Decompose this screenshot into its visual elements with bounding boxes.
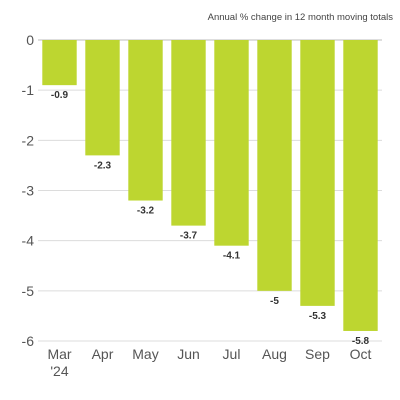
chart-subtitle: Annual % change in 12 month moving total…: [208, 12, 394, 23]
x-tick-label: Jul: [223, 346, 241, 362]
bar: [343, 40, 378, 331]
x-tick-year-label: '24: [50, 363, 68, 379]
bar: [257, 40, 292, 291]
bars: [42, 40, 378, 331]
bar: [300, 40, 335, 306]
data-label: -4.1: [223, 251, 241, 262]
data-label: -3.2: [137, 206, 155, 217]
data-label: -0.9: [51, 90, 69, 101]
y-tick-label: -2: [22, 132, 35, 148]
data-label: -2.3: [94, 160, 112, 171]
x-axis-ticks: Mar Apr May Jun Jul Aug Sep Oct '24: [47, 346, 371, 379]
bar: [128, 40, 163, 201]
data-label: -5.8: [352, 336, 370, 347]
data-label: -5: [270, 296, 279, 307]
x-tick-label: Apr: [92, 346, 114, 362]
x-tick-label: Mar: [47, 346, 71, 362]
bar: [171, 40, 206, 226]
y-tick-label: -4: [22, 233, 35, 249]
y-axis-ticks: 0 -1 -2 -3 -4 -5 -6: [22, 32, 35, 349]
x-tick-label: Sep: [305, 346, 330, 362]
x-tick-label: Oct: [350, 346, 372, 362]
y-tick-label: -6: [22, 333, 35, 349]
y-tick-label: -5: [22, 283, 35, 299]
bar: [42, 40, 77, 86]
x-tick-label: May: [132, 346, 158, 362]
x-tick-label: Aug: [262, 346, 287, 362]
data-label: -3.7: [180, 231, 198, 242]
y-tick-label: 0: [26, 32, 34, 48]
x-tick-label: Jun: [177, 346, 200, 362]
y-tick-label: -3: [22, 183, 35, 199]
bar: [85, 40, 120, 156]
y-tick-label: -1: [22, 82, 35, 98]
bar: [214, 40, 249, 246]
data-labels: -0.9 -2.3 -3.2 -3.7 -4.1 -5 -5.3 -5.8: [51, 90, 370, 347]
data-label: -5.3: [309, 311, 327, 322]
